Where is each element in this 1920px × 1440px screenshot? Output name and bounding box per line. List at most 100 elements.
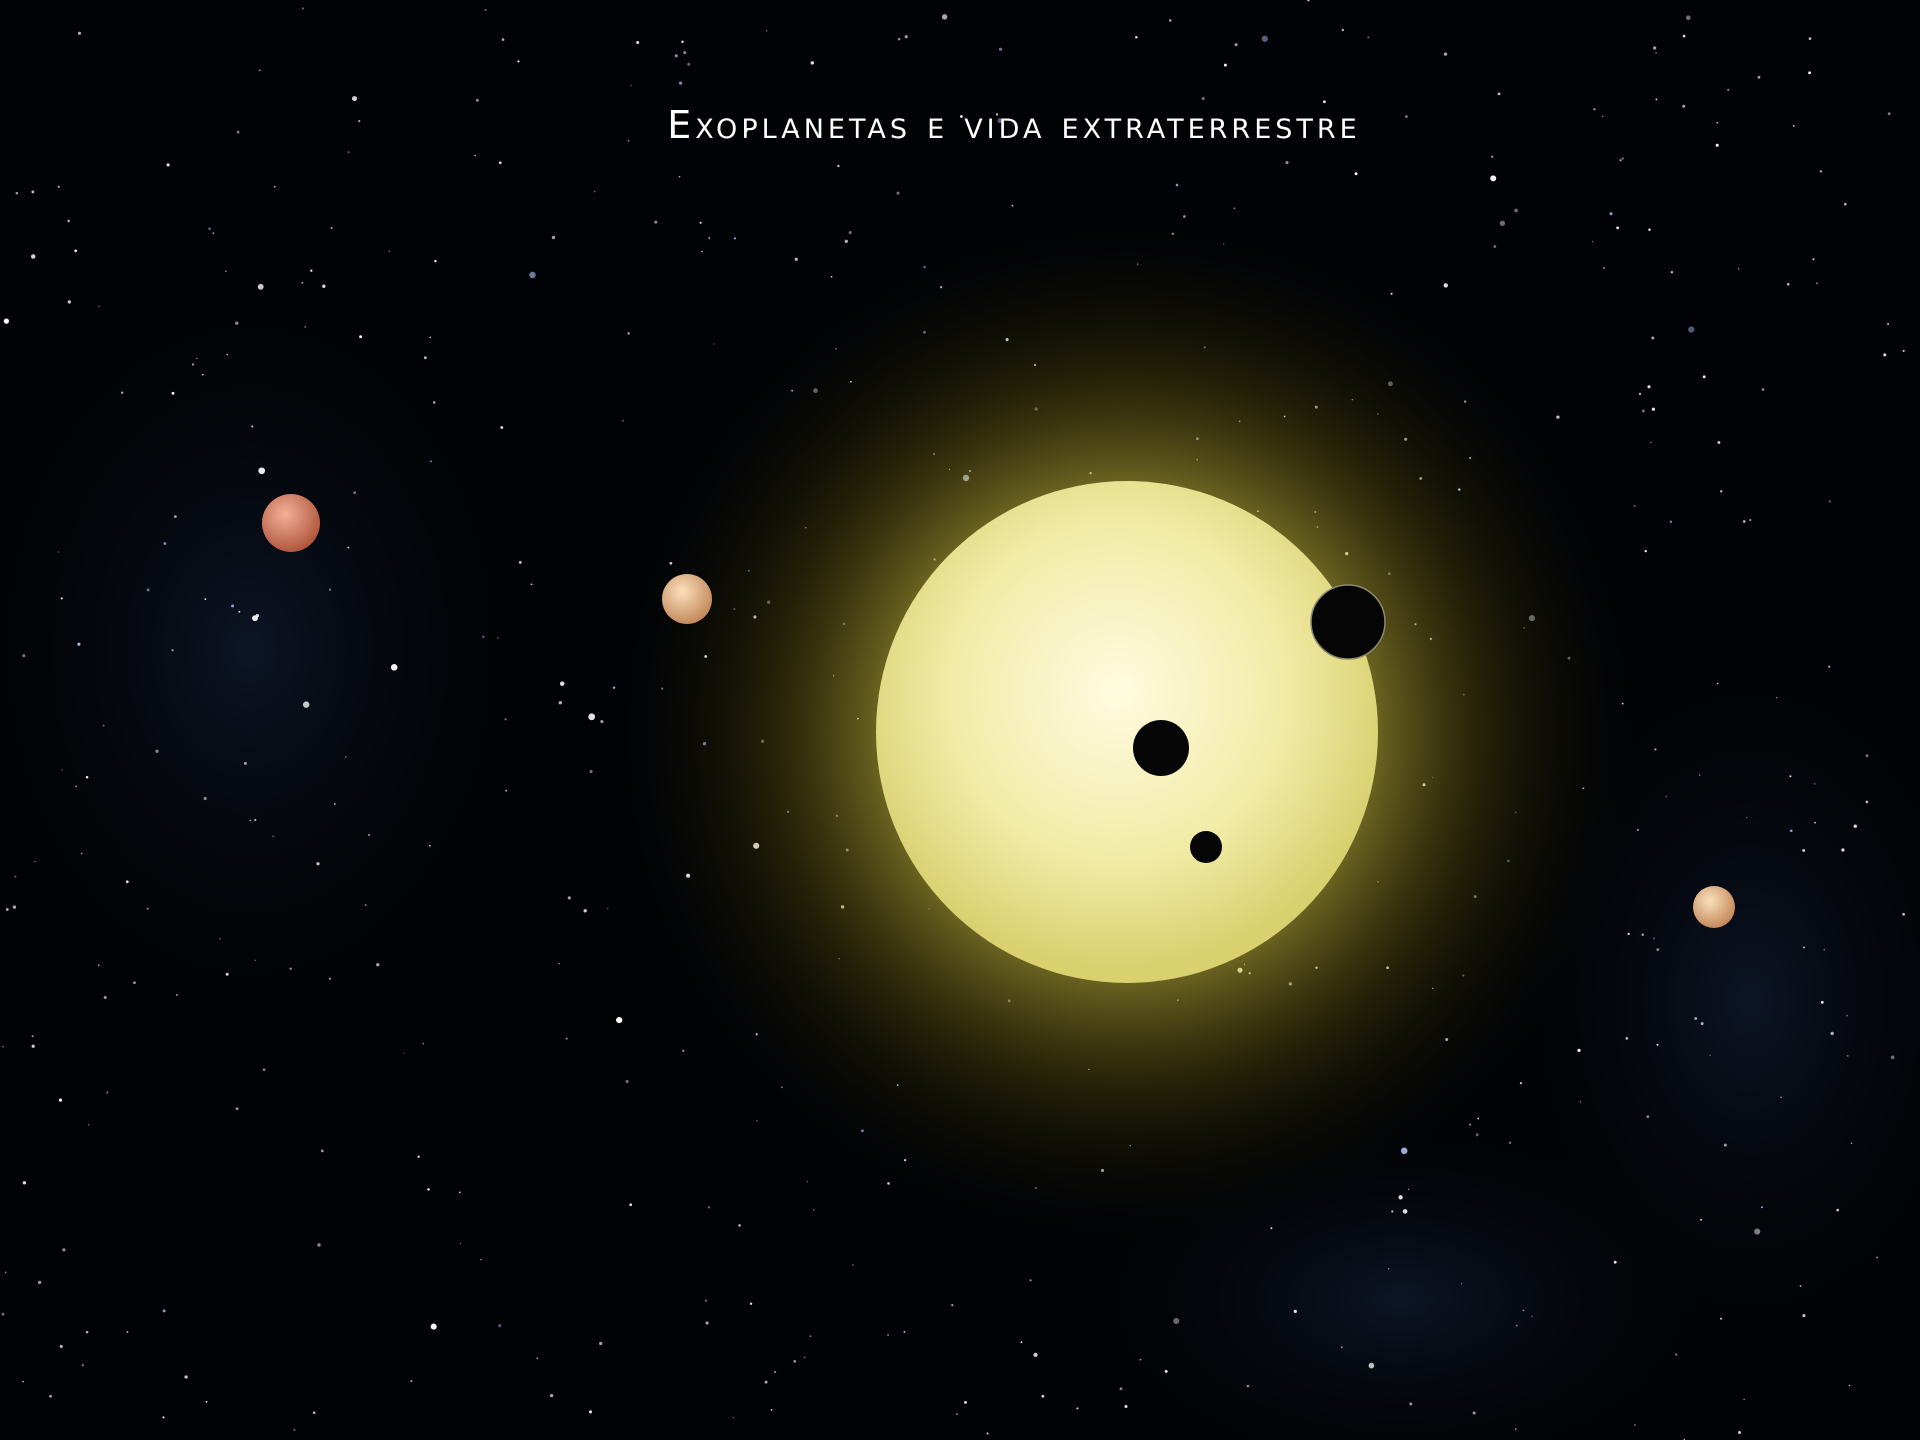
background-star	[1670, 271, 1674, 274]
background-star	[1814, 783, 1816, 785]
background-star	[1577, 1048, 1581, 1053]
background-star	[1641, 933, 1645, 936]
background-star	[1041, 1394, 1045, 1398]
background-star	[1799, 1285, 1802, 1287]
background-star	[1641, 409, 1645, 413]
background-star	[1655, 52, 1657, 54]
background-star	[1720, 490, 1723, 493]
background-star	[429, 845, 431, 847]
background-star	[1033, 1352, 1038, 1358]
background-star	[146, 907, 149, 910]
background-star	[549, 1393, 554, 1398]
background-star	[1515, 1428, 1517, 1430]
background-star	[1654, 748, 1657, 751]
background-star	[844, 239, 848, 243]
background-star	[501, 38, 505, 41]
background-star	[196, 357, 198, 360]
background-star	[1443, 52, 1448, 56]
background-star	[896, 191, 900, 195]
background-star	[1694, 1016, 1698, 1021]
background-star	[1, 1312, 5, 1316]
background-star	[745, 129, 748, 132]
background-star	[293, 1428, 296, 1431]
background-star	[1307, 0, 1310, 2]
background-star	[427, 1188, 430, 1191]
background-star	[1391, 1210, 1394, 1213]
background-star	[1698, 774, 1701, 776]
background-star	[1443, 283, 1448, 288]
background-star	[1853, 824, 1857, 828]
background-star	[3, 318, 10, 324]
background-star	[517, 60, 520, 63]
background-star	[529, 271, 536, 279]
background-star	[1812, 258, 1815, 261]
background-star	[1633, 505, 1636, 508]
background-star	[1234, 43, 1238, 47]
background-star	[333, 803, 336, 805]
background-star	[964, 1400, 967, 1404]
background-star	[171, 391, 175, 395]
background-star	[388, 250, 391, 253]
background-star	[625, 1079, 629, 1084]
background-star	[59, 1344, 63, 1348]
background-star	[1499, 220, 1506, 226]
background-star	[1656, 1043, 1659, 1046]
background-star	[1169, 19, 1172, 22]
background-star	[812, 1209, 815, 1211]
background-star	[49, 1394, 52, 1398]
background-star	[793, 1360, 797, 1363]
background-star	[368, 834, 370, 836]
background-star	[1815, 282, 1818, 285]
background-star	[707, 1206, 711, 1209]
background-star	[903, 1330, 906, 1333]
background-star	[238, 610, 241, 613]
background-star	[22, 1380, 24, 1383]
background-star	[1119, 1387, 1123, 1391]
background-star	[732, 1417, 734, 1419]
background-star	[257, 283, 264, 290]
background-star	[1846, 1054, 1849, 1057]
background-star	[1738, 1431, 1741, 1434]
background-star	[998, 47, 1003, 51]
background-star	[351, 96, 358, 102]
background-star	[80, 852, 83, 855]
background-star	[738, 1224, 741, 1227]
background-star	[1902, 349, 1905, 352]
background-star	[353, 491, 357, 495]
background-star	[500, 426, 504, 429]
background-star	[1876, 1256, 1878, 1259]
background-star	[320, 1149, 324, 1153]
background-star	[347, 546, 350, 549]
background-star	[1669, 520, 1673, 523]
background-star	[1490, 175, 1497, 182]
background-star	[75, 785, 78, 788]
background-star	[133, 981, 136, 985]
background-star	[1688, 326, 1695, 333]
background-star	[1508, 1141, 1512, 1144]
background-star	[1477, 1117, 1480, 1120]
background-star	[301, 281, 304, 284]
background-star	[1514, 208, 1518, 213]
background-star	[202, 373, 204, 376]
background-star	[1609, 212, 1613, 216]
background-star	[1644, 549, 1647, 553]
background-star	[359, 335, 363, 339]
background-star	[774, 1371, 777, 1374]
background-star	[1830, 1031, 1834, 1036]
background-star	[1522, 1309, 1525, 1312]
background-star	[599, 1341, 603, 1346]
background-star	[1409, 1402, 1413, 1406]
background-star	[559, 681, 565, 686]
background-star	[1652, 46, 1657, 50]
background-star	[1709, 1054, 1711, 1056]
background-star	[1402, 1209, 1408, 1214]
background-star	[67, 300, 71, 304]
background-star	[1531, 1315, 1533, 1318]
planet	[662, 574, 712, 624]
background-star	[1887, 112, 1891, 116]
transiting-planet	[1190, 831, 1222, 863]
background-star	[317, 1243, 321, 1247]
background-star	[1820, 1000, 1824, 1004]
background-star	[1475, 1133, 1479, 1137]
